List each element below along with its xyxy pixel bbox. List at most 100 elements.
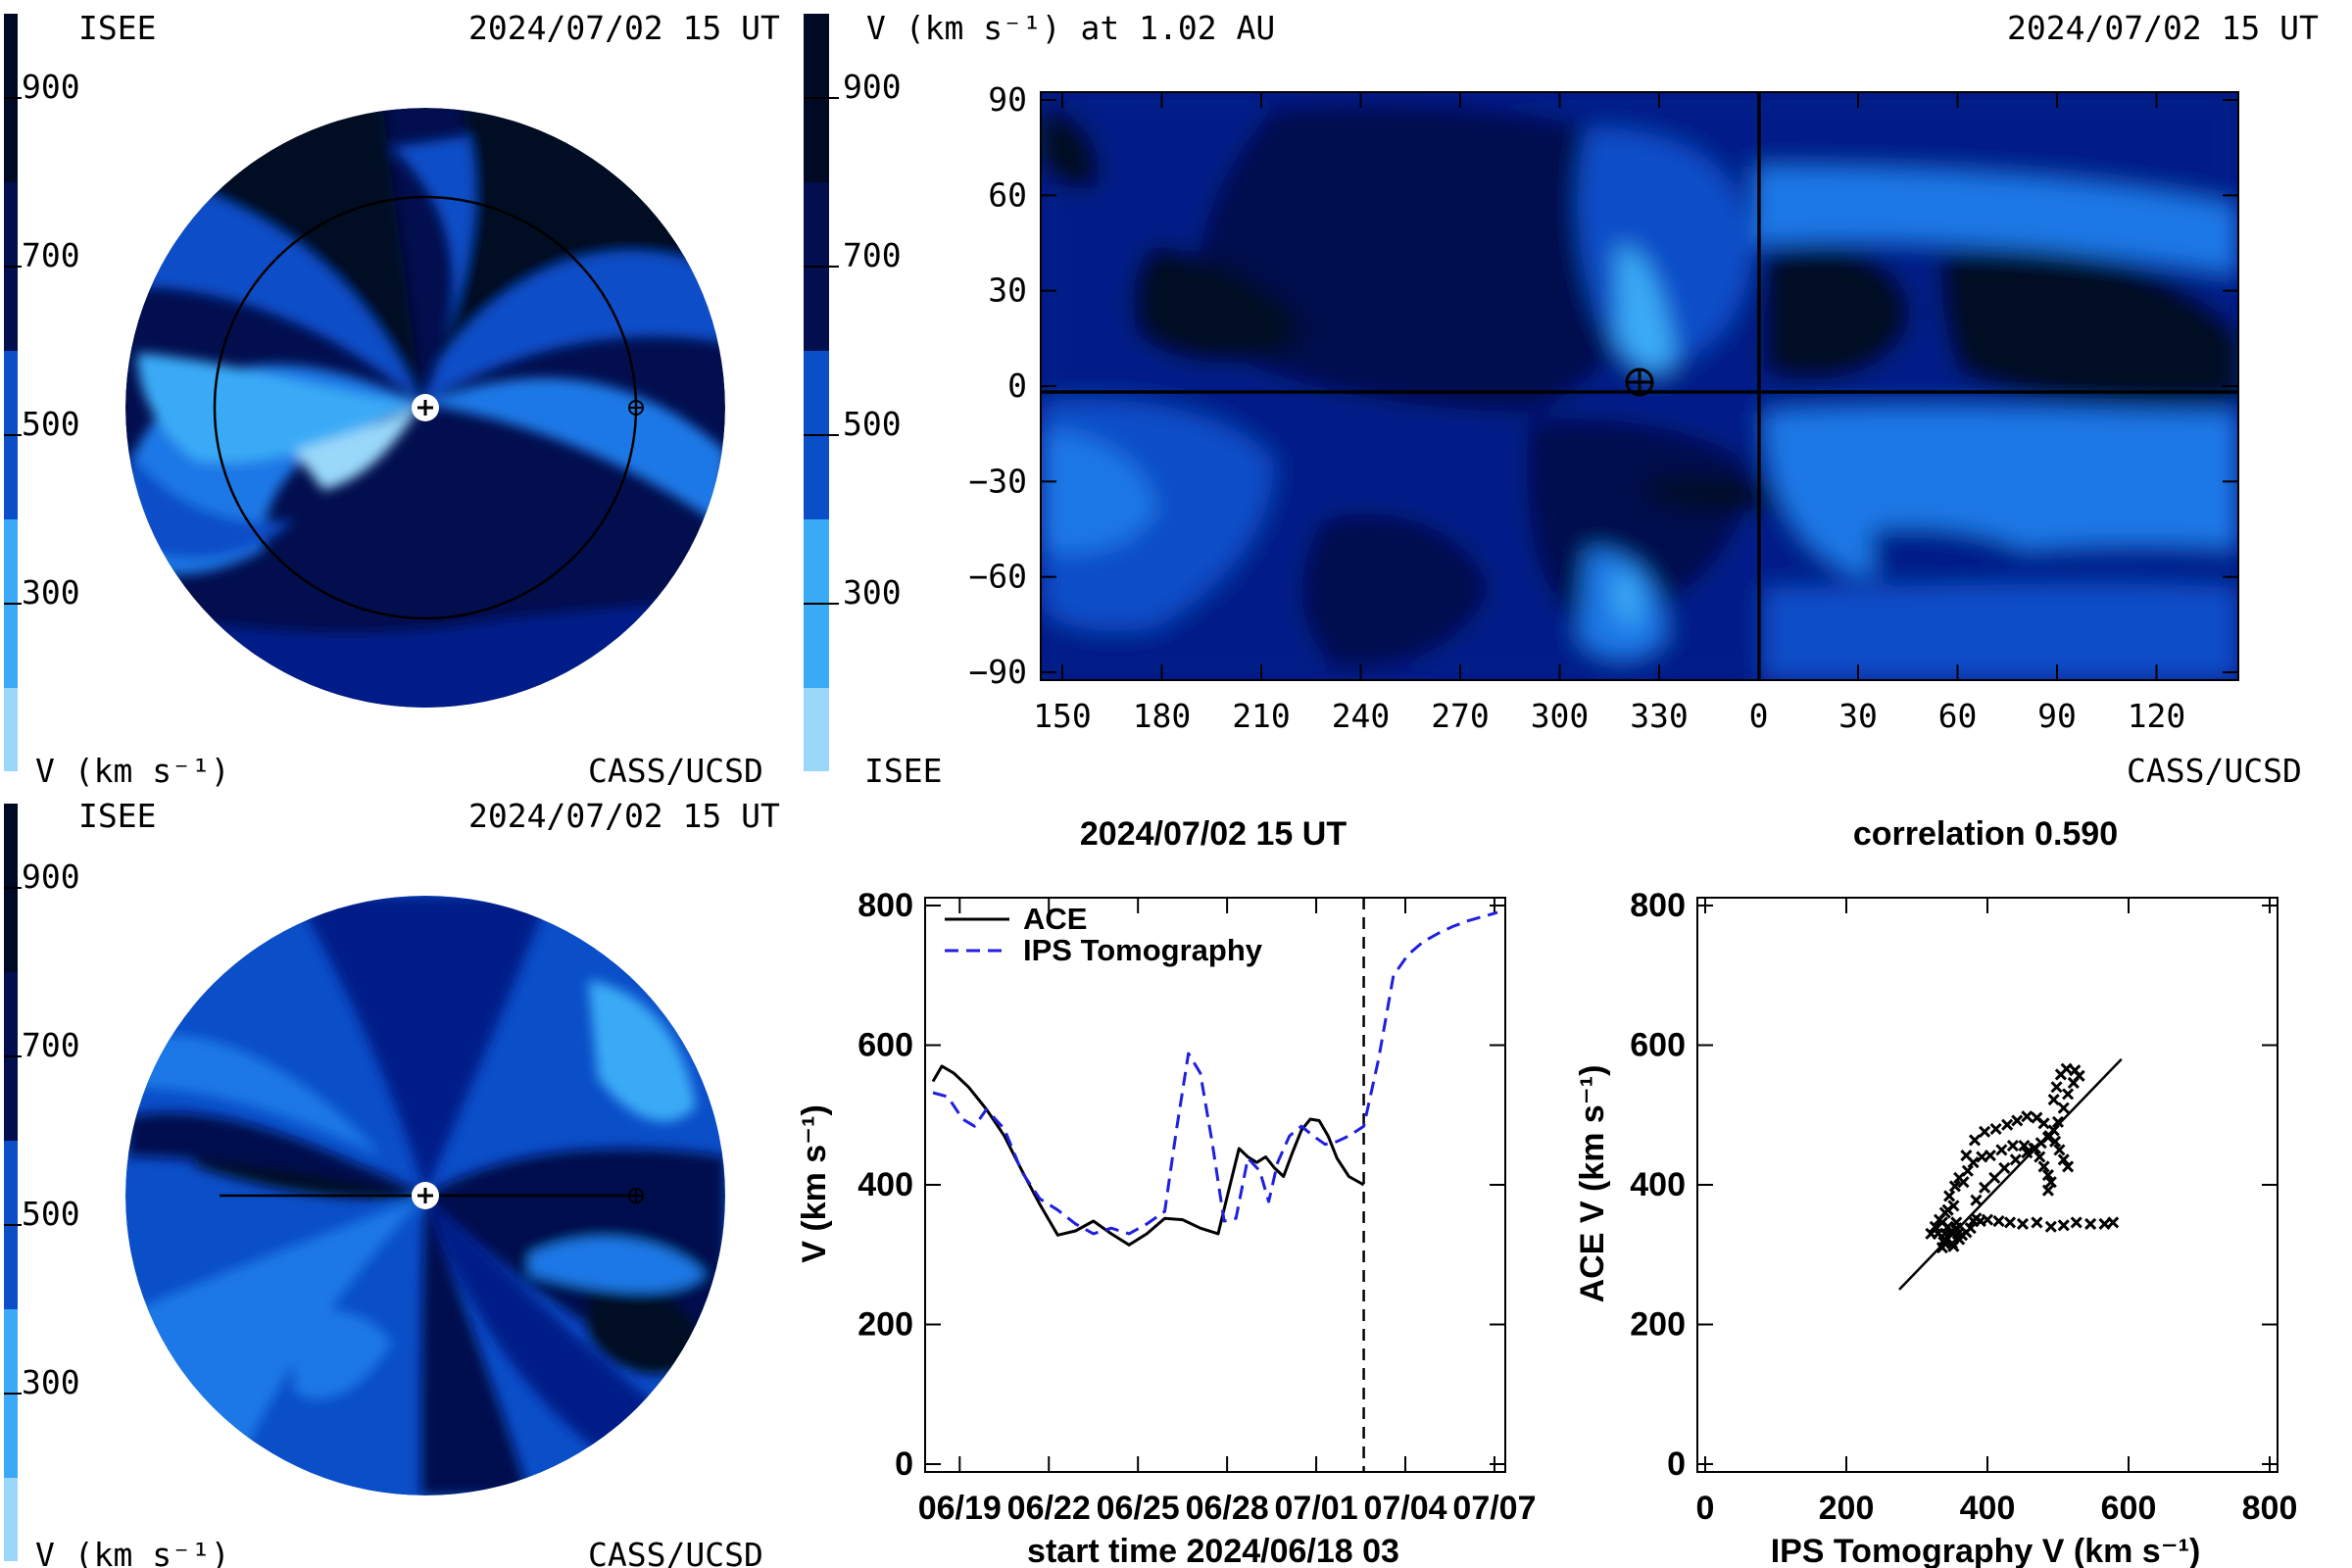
scatter-point [1925, 1227, 1937, 1240]
sun-cross-icon [417, 400, 433, 416]
contour-band [588, 980, 696, 1122]
scatter-point [1945, 1237, 1959, 1250]
contour-band [1754, 167, 2238, 274]
x-tick-label: 400 [1960, 1490, 2016, 1527]
scatter-point [1953, 1171, 1966, 1184]
helio-bottom-disk [125, 896, 725, 1495]
scatter-point [1981, 1213, 1994, 1226]
scatter-point [2051, 1115, 2065, 1128]
y-tick-label: 90 [988, 80, 1027, 119]
scatter-point [2041, 1168, 2054, 1182]
timeseries-xlabel: start time 2024/06/18 03 [1027, 1533, 1399, 1568]
helio-top-credit: CASS/UCSD [588, 752, 763, 790]
scatter-point [2053, 1144, 2066, 1156]
scatter-point [1970, 1194, 1983, 1206]
x-tick-label: 90 [2037, 697, 2077, 735]
colorbar-tick-label: 900 [22, 858, 80, 896]
scatter-point [2001, 1118, 2014, 1131]
x-tick-label: 07/07 [1452, 1490, 1536, 1527]
helio-bottom-timestamp: 2024/07/02 15 UT [468, 797, 780, 835]
colorbar-tick-label: 300 [22, 573, 80, 612]
colorbar-tick-label: 300 [843, 573, 902, 612]
contour-band [137, 1035, 382, 1156]
contour-band [1613, 568, 1641, 627]
helio-top-unit-label: V (km s⁻¹) [35, 752, 230, 790]
x-tick-label: 270 [1431, 697, 1490, 735]
x-tick-label: 06/19 [918, 1490, 1002, 1527]
y-tick-label: 400 [858, 1166, 913, 1203]
helio-bottom-colorbar: 900 700 500 300 [4, 804, 80, 1561]
scatter-point [1995, 1144, 2008, 1156]
scatter-point [2016, 1217, 2030, 1230]
scatter-point [2044, 1176, 2057, 1189]
contour-band [127, 1196, 425, 1450]
contour-band [1041, 431, 1156, 553]
scatter-point [2021, 1110, 2034, 1123]
scatter-point [1936, 1242, 1948, 1254]
contour-band [137, 353, 421, 463]
x-tick-label: 180 [1133, 697, 1192, 735]
y-tick-label: 200 [1630, 1306, 1686, 1344]
x-tick-label: 210 [1232, 697, 1291, 735]
scatter-point [2021, 1147, 2034, 1159]
contour-band [421, 377, 725, 529]
x-tick-label: 800 [2242, 1490, 2298, 1527]
synoptic-map [1041, 92, 2238, 680]
x-tick-label: 30 [1838, 697, 1878, 735]
scatter-point [1950, 1216, 1963, 1229]
earth-cross [629, 401, 643, 415]
scatter-point [1938, 1227, 1951, 1240]
y-tick-label: 30 [988, 271, 1027, 310]
scatter-ylabel: ACE V (km s⁻¹) [1574, 1065, 1611, 1303]
scatter-points [1925, 1062, 2120, 1254]
y-tick-label: −30 [968, 462, 1027, 500]
scatter-point [2009, 1153, 2022, 1166]
scatter-point [2054, 1068, 2067, 1081]
colorbar-tick-label: 900 [843, 68, 902, 106]
contour-band [1764, 583, 2238, 680]
helio-bottom-unit-label: V (km s⁻¹) [35, 1536, 230, 1568]
y-tick-label: 0 [1007, 367, 1027, 405]
synoptic-timestamp: 2024/07/02 15 UT [2007, 9, 2319, 47]
scatter-point [2050, 1081, 2063, 1094]
scatter-point [2006, 1140, 2019, 1152]
synoptic-panel: 900 700 500 300 V (km s⁻¹) at 1.02 AU 20… [804, 9, 2319, 790]
scatter-point [1964, 1222, 1977, 1235]
scatter-point [2044, 1220, 2057, 1233]
scatter-point [2041, 1184, 2054, 1197]
x-tick-label: 60 [1938, 697, 1978, 735]
x-tick-label: 330 [1630, 697, 1689, 735]
scatter-point [2037, 1117, 2050, 1130]
x-tick-label: 06/22 [1007, 1490, 1091, 1527]
synoptic-label-isee: ISEE [864, 752, 942, 790]
scatter-point [1976, 1151, 1988, 1163]
timeseries-title: 2024/07/02 15 UT [1080, 815, 1347, 853]
scatter-point [2028, 1142, 2040, 1155]
scatter-point [2070, 1216, 2082, 1229]
colorbar-tick-label: 900 [22, 68, 80, 106]
contour-band [1527, 418, 1754, 627]
y-tick-label: −60 [968, 558, 1027, 596]
y-tick-label: 600 [1630, 1027, 1686, 1064]
scatter-point [2057, 1153, 2070, 1166]
scatter-point [1979, 1181, 1991, 1194]
x-tick-label: 200 [1819, 1490, 1875, 1527]
earth-cross [629, 1189, 643, 1202]
contour-band [127, 451, 294, 559]
timeseries-ylabel: V (km s⁻¹) [796, 1104, 833, 1263]
sun-cross-icon [417, 1188, 433, 1203]
contour-band [421, 1196, 529, 1495]
synoptic-y-axis: 90 60 30 0 −30 −60 −90 [968, 80, 2238, 691]
y-tick-label: 200 [858, 1306, 913, 1344]
contour-band [588, 1274, 706, 1374]
contour-band [127, 1112, 425, 1196]
y-tick-label: 0 [1667, 1446, 1686, 1483]
y-tick-label: 0 [895, 1446, 913, 1483]
y-tick-label: 800 [858, 887, 913, 924]
synoptic-credit: CASS/UCSD [2127, 752, 2302, 790]
x-tick-label: 07/04 [1363, 1490, 1446, 1527]
x-tick-label: 07/01 [1275, 1490, 1358, 1527]
timeseries-legend: ACE IPS Tomography [945, 902, 1263, 967]
